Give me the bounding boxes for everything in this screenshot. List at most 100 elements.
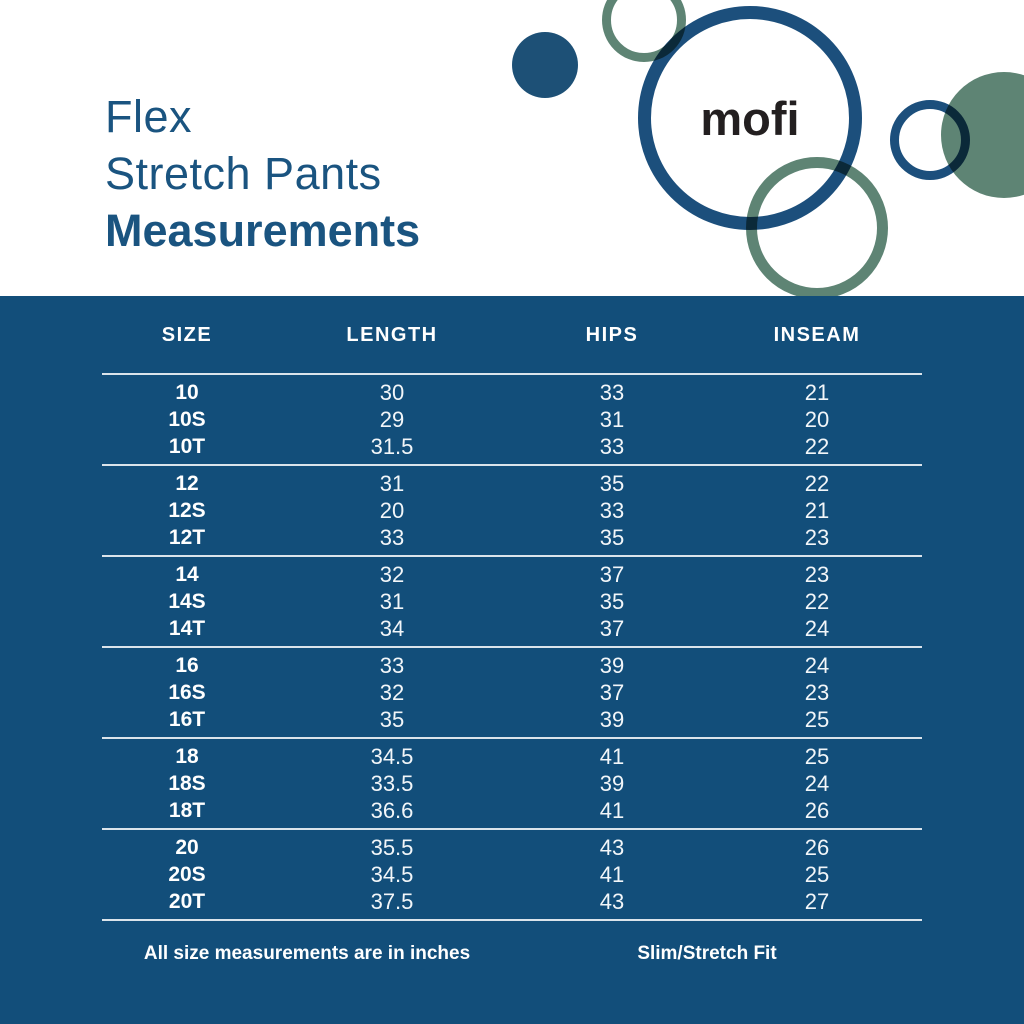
- cell-measurement-value: 33: [379, 653, 405, 678]
- table-row: 12 31 35 22: [102, 470, 922, 497]
- cell-measurement-value: 26: [804, 835, 830, 860]
- cell-measurement-value: 41: [599, 798, 625, 823]
- cell-size-label: 14: [175, 563, 199, 586]
- cell-measurement-value: 21: [804, 498, 830, 523]
- cell-measurement-value: 31: [599, 407, 625, 432]
- cell-measurement-value: 23: [804, 680, 830, 705]
- title-line-2: Stretch Pants: [105, 148, 382, 199]
- cell-size-label: 10T: [168, 435, 206, 458]
- cell-measurement-value: 33.5: [370, 771, 414, 796]
- cell-measurement-value: 25: [804, 862, 830, 887]
- page-title: Flex Stretch Pants Measurements: [105, 88, 420, 259]
- cell-measurement-value: 31: [379, 589, 405, 614]
- cell-size-label: 10S: [168, 408, 206, 431]
- cell-measurement-value: 30: [379, 380, 405, 405]
- title-line-3: Measurements: [105, 205, 421, 256]
- cell-measurement-value: 43: [599, 889, 625, 914]
- cell-measurement-value: 26: [804, 798, 830, 823]
- footer-note-units: All size measurements are in inches: [143, 943, 471, 964]
- cell-measurement-value: 25: [804, 744, 830, 769]
- cell-measurement-value: 22: [804, 589, 830, 614]
- cell-measurement-value: 34.5: [370, 862, 414, 887]
- table-row: 10 30 33 21: [102, 379, 922, 406]
- cell-size-label: 14T: [168, 617, 206, 640]
- brand-logo-text: mofi: [700, 91, 800, 145]
- table-row: 16S 32 37 23: [102, 679, 922, 706]
- table-groups: 10 30 33 21 10S 29 31 20 10T 31.5 33 22 12 31 35 22 12S 2…: [102, 375, 922, 921]
- cell-measurement-value: 33: [599, 498, 625, 523]
- decorative-green-ring-bottom: [746, 157, 888, 296]
- cell-measurement-value: 20: [379, 498, 405, 523]
- table-row: 20T 37.5 43 27: [102, 888, 922, 915]
- table-row: 10S 29 31 20: [102, 406, 922, 433]
- hero-section: Flex Stretch Pants Measurements mofi: [0, 0, 1024, 296]
- size-table: SIZE LENGTH HIPS INSEAM 10 30 33 21 10S 29 31 2…: [102, 296, 922, 965]
- cell-size-label: 16T: [168, 708, 206, 731]
- cell-measurement-value: 37.5: [370, 889, 414, 914]
- cell-measurement-value: 32: [379, 562, 405, 587]
- cell-size-label: 12S: [168, 499, 206, 522]
- cell-measurement-value: 35: [379, 707, 405, 732]
- cell-measurement-value: 35: [599, 525, 625, 550]
- cell-size-label: 20S: [168, 863, 206, 886]
- header-inseam: INSEAM: [773, 324, 861, 346]
- cell-size-label: 12: [175, 472, 199, 495]
- decorative-blue-dot: [512, 32, 578, 98]
- cell-size-label: 10: [175, 381, 199, 404]
- cell-size-label: 16: [175, 654, 199, 677]
- cell-measurement-value: 43: [599, 835, 625, 860]
- decorative-blue-ring-right: [890, 100, 970, 180]
- cell-measurement-value: 22: [804, 471, 830, 496]
- table-row: 14S 31 35 22: [102, 588, 922, 615]
- table-footer: All size measurements are in inches Slim…: [102, 943, 922, 965]
- table-row: 18S 33.5 39 24: [102, 770, 922, 797]
- table-row: 20 35.5 43 26: [102, 834, 922, 861]
- header-hips: HIPS: [585, 324, 639, 346]
- table-row: 18T 36.6 41 26: [102, 797, 922, 824]
- header-size: SIZE: [161, 324, 213, 346]
- cell-measurement-value: 25: [804, 707, 830, 732]
- cell-measurement-value: 35: [599, 471, 625, 496]
- table-row: 16T 35 39 25: [102, 706, 922, 733]
- table-row: 12T 33 35 23: [102, 524, 922, 551]
- footer-note-fit: Slim/Stretch Fit: [637, 943, 777, 964]
- cell-measurement-value: 35.5: [370, 835, 414, 860]
- cell-measurement-value: 22: [804, 434, 830, 459]
- cell-measurement-value: 34: [379, 616, 405, 641]
- cell-size-label: 18: [175, 745, 199, 768]
- title-line-1: Flex: [105, 91, 193, 142]
- table-row: 12S 20 33 21: [102, 497, 922, 524]
- cell-measurement-value: 23: [804, 562, 830, 587]
- cell-measurement-value: 41: [599, 744, 625, 769]
- cell-measurement-value: 23: [804, 525, 830, 550]
- size-group: 16 33 39 24 16S 32 37 23 16T 35 39 25: [102, 648, 922, 739]
- cell-size-label: 18T: [168, 799, 206, 822]
- cell-measurement-value: 31: [379, 471, 405, 496]
- cell-measurement-value: 32: [379, 680, 405, 705]
- cell-size-label: 14S: [168, 590, 206, 613]
- cell-measurement-value: 29: [379, 407, 405, 432]
- size-group: 18 34.5 41 25 18S 33.5 39 24 18T 36.6 41 26: [102, 739, 922, 830]
- cell-measurement-value: 33: [599, 434, 625, 459]
- size-group: 20 35.5 43 26 20S 34.5 41 25 20T 37.5 43 27: [102, 830, 922, 921]
- cell-measurement-value: 33: [379, 525, 405, 550]
- cell-size-label: 16S: [168, 681, 206, 704]
- table-header-row: SIZE LENGTH HIPS INSEAM: [102, 296, 922, 375]
- cell-size-label: 18S: [168, 772, 206, 795]
- cell-measurement-value: 36.6: [370, 798, 414, 823]
- table-row: 10T 31.5 33 22: [102, 433, 922, 460]
- cell-measurement-value: 37: [599, 562, 625, 587]
- cell-measurement-value: 39: [599, 653, 625, 678]
- cell-measurement-value: 39: [599, 707, 625, 732]
- cell-size-label: 20: [175, 836, 199, 859]
- table-row: 18 34.5 41 25: [102, 743, 922, 770]
- cell-measurement-value: 35: [599, 589, 625, 614]
- table-background-band: [0, 296, 1024, 1024]
- table-row: 16 33 39 24: [102, 652, 922, 679]
- cell-measurement-value: 21: [804, 380, 830, 405]
- cell-measurement-value: 24: [804, 653, 830, 678]
- table-row: 20S 34.5 41 25: [102, 861, 922, 888]
- cell-size-label: 20T: [168, 890, 206, 913]
- cell-measurement-value: 31.5: [370, 434, 414, 459]
- cell-size-label: 12T: [168, 526, 206, 549]
